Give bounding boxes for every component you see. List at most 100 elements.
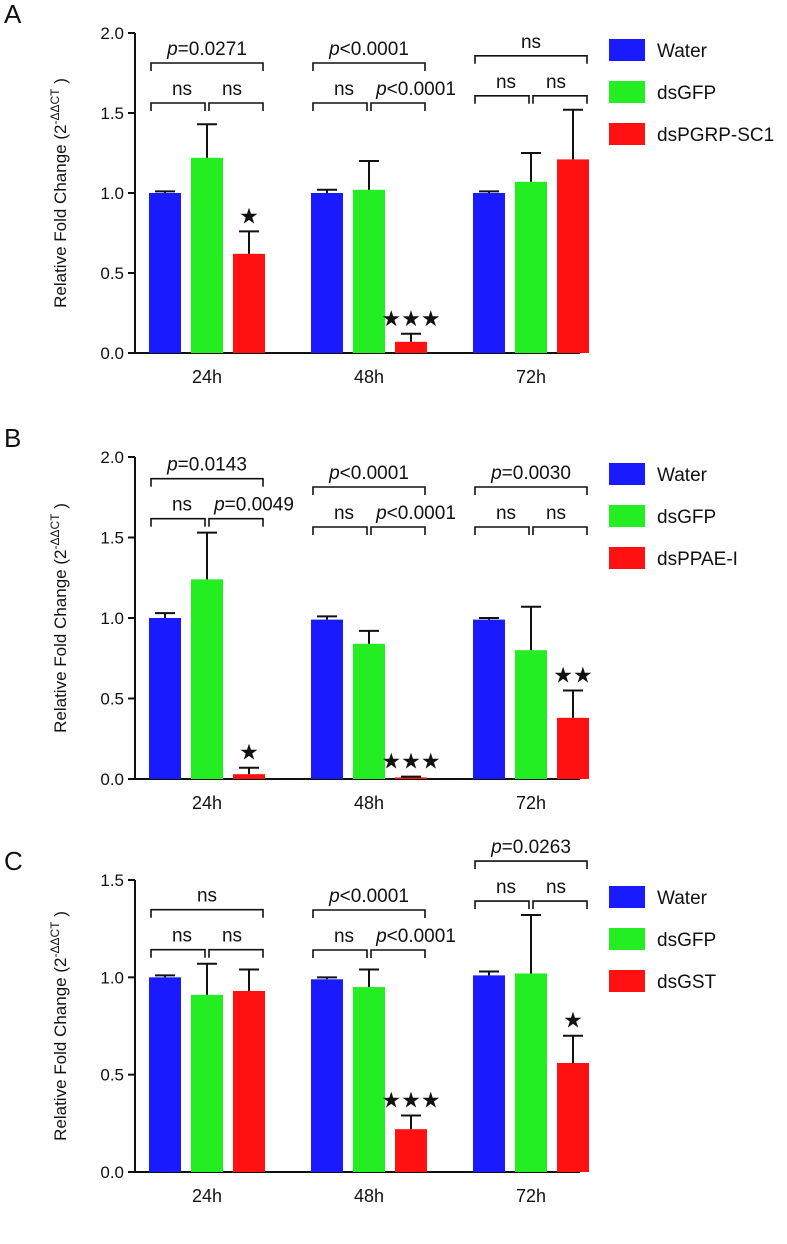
significance-stars: ★	[239, 740, 259, 765]
bracket-right-label: p<0.0001	[375, 926, 456, 947]
bracket-left-label: ns	[496, 72, 516, 93]
significance-stars: ★★★	[381, 749, 440, 774]
significance-stars: ★	[239, 203, 259, 228]
bar-water-72h	[473, 193, 505, 353]
bracket-outer	[312, 909, 426, 918]
bracket-right	[370, 102, 426, 111]
legend-label-dsgfp: dsGFP	[657, 83, 716, 104]
bracket-outer	[474, 55, 588, 64]
y-axis-label: Relative Fold Change (2-ΔΔCT )	[48, 911, 70, 1141]
x-tick-label: 72h	[516, 367, 546, 387]
legend-swatch-water	[609, 39, 645, 61]
bracket-left	[150, 517, 206, 527]
bar-dsgfp-48h	[353, 987, 385, 1172]
legend-label-water: Water	[657, 888, 708, 909]
y-tick-label: 1.0	[100, 968, 124, 987]
y-tick-label: 0.0	[100, 770, 124, 789]
legend-swatch-water	[609, 886, 645, 908]
y-tick-label: 2.0	[100, 24, 124, 43]
legend-label-dsgst: dsGST	[657, 972, 717, 993]
bracket-right-label: ns	[546, 72, 566, 93]
y-tick-label: 0.5	[100, 690, 124, 709]
significance-stars: ★★	[553, 662, 592, 687]
bracket-left-label: ns	[172, 79, 192, 100]
bar-dsgfp-72h	[515, 181, 547, 353]
legend-swatch-dspgrp-sc1	[609, 123, 645, 145]
bar-dspgrp-sc1-72h	[557, 159, 589, 353]
significance-stars: ★	[563, 1008, 583, 1033]
bar-water-24h	[149, 193, 181, 353]
bar-dspgrp-sc1-24h	[233, 253, 265, 353]
bracket-outer-label: p=0.0143	[166, 455, 247, 476]
panel-label: B	[4, 423, 21, 453]
x-tick-label: 24h	[192, 793, 222, 813]
bar-water-72h	[473, 619, 505, 779]
bracket-left-label: ns	[496, 877, 516, 898]
bar-water-48h	[311, 619, 343, 779]
y-tick-label: 1.5	[100, 529, 124, 548]
bar-dsppae-i-72h	[557, 717, 589, 779]
y-axis-label: Relative Fold Change (2-ΔΔCT )	[48, 78, 70, 308]
bar-water-72h	[473, 975, 505, 1172]
bracket-left-label: ns	[334, 926, 354, 947]
panel-C: C 0.0 0.5 1.0 1.5 Relative Fold Change (2-ΔΔC…	[4, 837, 717, 1206]
bracket-right	[208, 517, 264, 527]
bracket-outer-label: ns	[521, 32, 541, 53]
y-tick-label: 2.0	[100, 448, 124, 467]
bracket-left	[312, 526, 368, 535]
legend-label-dsgfp: dsGFP	[657, 930, 716, 951]
bar-dsppae-i-48h	[395, 777, 427, 779]
bar-dsgst-24h	[233, 990, 265, 1172]
x-tick-label: 48h	[354, 1186, 384, 1206]
panel-B: B 0.0 0.5 1.0 1.5 2.0 Relative Fold Change (2-…	[4, 423, 738, 813]
significance-stars: ★★★	[381, 1088, 440, 1113]
y-tick-label: 0.5	[100, 264, 124, 283]
bracket-left	[474, 526, 530, 535]
y-axis-label: Relative Fold Change (2-ΔΔCT )	[48, 503, 70, 733]
bar-dsgfp-72h	[515, 650, 547, 779]
bar-dspgrp-sc1-48h	[395, 341, 427, 353]
y-tick-label: 1.5	[100, 871, 124, 890]
bracket-right	[532, 900, 588, 910]
bracket-outer-label: p=0.0271	[166, 39, 247, 60]
bracket-outer	[150, 477, 264, 487]
bracket-right-label: p<0.0001	[375, 79, 456, 100]
bracket-right-label: ns	[546, 877, 566, 898]
y-tick-label: 1.0	[100, 184, 124, 203]
bracket-left	[312, 949, 368, 958]
y-tick-label: 0.0	[100, 344, 124, 363]
x-tick-label: 24h	[192, 1186, 222, 1206]
panel-A: A 0.0 0.5 1.0 1.5 2.0 Relative Fold Change (2-…	[4, 0, 774, 387]
bracket-left	[150, 102, 206, 111]
bracket-left	[474, 95, 530, 104]
panel-label: C	[4, 846, 23, 876]
y-tick-label: 1.0	[100, 609, 124, 628]
bar-dsgst-72h	[557, 1062, 589, 1172]
legend-swatch-water	[609, 463, 645, 485]
bracket-right	[370, 949, 426, 958]
x-tick-label: 48h	[354, 367, 384, 387]
bracket-right-label: p<0.0001	[375, 503, 456, 524]
bracket-outer-label: p<0.0001	[328, 463, 409, 484]
y-tick-label: 0.5	[100, 1066, 124, 1085]
x-tick-label: 48h	[354, 793, 384, 813]
bracket-right-label: ns	[222, 79, 242, 100]
bracket-left	[312, 102, 368, 111]
bracket-right	[532, 95, 588, 104]
bracket-outer-label: p<0.0001	[328, 39, 409, 60]
bracket-outer	[312, 62, 426, 71]
legend-label-dsppae-i: dsPPAE-I	[657, 549, 738, 570]
bracket-outer	[474, 486, 588, 495]
bracket-left-label: ns	[172, 495, 192, 516]
bracket-right	[208, 102, 264, 111]
bar-dsgfp-24h	[191, 157, 223, 353]
bracket-outer-label: ns	[197, 886, 217, 907]
x-tick-label: 72h	[516, 1186, 546, 1206]
bracket-right	[208, 948, 264, 958]
significance-stars: ★★★	[381, 306, 440, 331]
bracket-outer	[474, 860, 588, 870]
legend-label-dspgrp-sc1: dsPGRP-SC1	[657, 125, 774, 146]
bar-water-24h	[149, 977, 181, 1172]
bracket-outer	[312, 486, 426, 495]
bracket-left-label: ns	[334, 503, 354, 524]
